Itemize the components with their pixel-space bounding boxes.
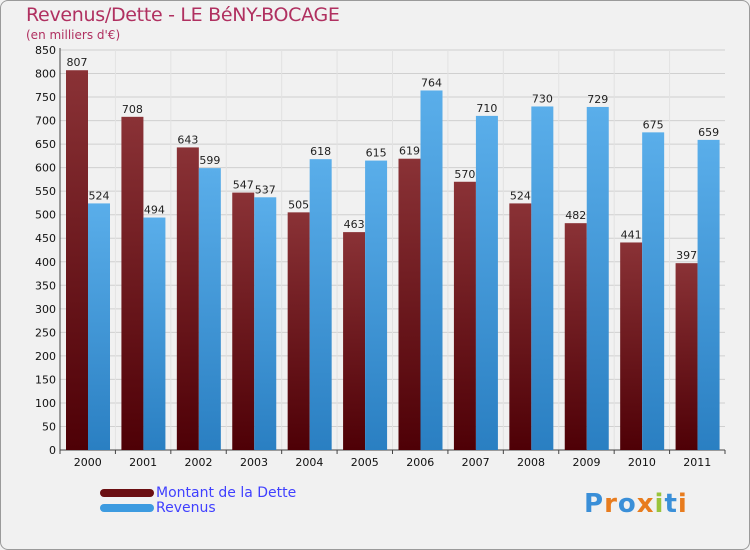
data-label-revenus: 659 bbox=[698, 126, 719, 139]
y-tick-label: 150 bbox=[35, 373, 56, 386]
bar-dette bbox=[287, 212, 310, 450]
y-tick-label: 750 bbox=[35, 91, 56, 104]
data-label-revenus: 764 bbox=[421, 76, 442, 89]
bar-dette bbox=[232, 192, 255, 450]
bar-dette bbox=[343, 232, 366, 450]
y-tick-label: 650 bbox=[35, 138, 56, 151]
x-tick-label: 2007 bbox=[462, 456, 490, 469]
x-tick-label: 2000 bbox=[74, 456, 102, 469]
data-label-dette: 505 bbox=[288, 198, 309, 211]
bar-dette bbox=[121, 116, 144, 450]
bar-dette bbox=[453, 181, 476, 450]
bar-revenus bbox=[365, 160, 388, 450]
bar-dette bbox=[620, 242, 643, 450]
data-label-dette: 482 bbox=[565, 209, 586, 222]
legend-label-dette: Montant de la Dette bbox=[156, 485, 297, 501]
chart-subtitle: (en milliers d'€) bbox=[26, 28, 121, 42]
y-tick-label: 300 bbox=[35, 303, 56, 316]
data-label-revenus: 615 bbox=[366, 147, 387, 160]
bar-revenus bbox=[309, 159, 332, 451]
x-tick-label: 2011 bbox=[683, 456, 711, 469]
proxiti-logo: Proxiti bbox=[584, 489, 688, 519]
bar-revenus bbox=[642, 132, 665, 450]
x-tick-label: 2008 bbox=[517, 456, 545, 469]
logo-letter: P bbox=[584, 489, 605, 519]
data-label-dette: 463 bbox=[344, 218, 365, 231]
logo-letter: i bbox=[677, 489, 688, 519]
data-label-dette: 708 bbox=[122, 103, 143, 116]
bar-revenus bbox=[254, 197, 277, 450]
data-label-dette: 643 bbox=[177, 133, 198, 146]
data-label-revenus: 494 bbox=[144, 204, 165, 217]
y-tick-label: 450 bbox=[35, 232, 56, 245]
bar-revenus bbox=[420, 90, 443, 451]
bar-revenus bbox=[531, 106, 554, 451]
bar-revenus bbox=[586, 106, 609, 451]
bar-dette bbox=[176, 147, 199, 451]
chart-title: Revenus/Dette - LE BéNY-BOCAGE bbox=[26, 4, 340, 26]
data-label-revenus: 618 bbox=[310, 145, 331, 158]
logo-letter: t bbox=[664, 489, 678, 519]
logo-letter: o bbox=[617, 489, 637, 519]
bar-dette bbox=[564, 223, 587, 450]
bar-revenus bbox=[697, 139, 720, 450]
data-label-dette: 619 bbox=[399, 145, 420, 158]
bar-dette bbox=[398, 158, 421, 451]
bars bbox=[66, 70, 720, 451]
data-label-revenus: 729 bbox=[587, 93, 608, 106]
x-tick-label: 2004 bbox=[295, 456, 323, 469]
bar-dette bbox=[675, 263, 698, 450]
y-tick-label: 800 bbox=[35, 68, 56, 81]
data-label-dette: 547 bbox=[233, 179, 254, 192]
y-tick-label: 550 bbox=[35, 185, 56, 198]
x-tick-label: 2010 bbox=[628, 456, 656, 469]
bar-revenus bbox=[88, 203, 110, 450]
logo-letter: i bbox=[654, 489, 665, 519]
y-tick-label: 200 bbox=[35, 350, 56, 363]
bar-revenus bbox=[198, 168, 221, 450]
data-label-revenus: 730 bbox=[532, 92, 553, 105]
y-tick-label: 400 bbox=[35, 256, 56, 269]
legend-swatch-revenus bbox=[100, 504, 154, 512]
data-label-dette: 441 bbox=[621, 228, 642, 241]
data-label-revenus: 675 bbox=[643, 118, 664, 131]
data-label-dette: 397 bbox=[676, 249, 697, 262]
x-tick-label: 2009 bbox=[572, 456, 600, 469]
legend-label-revenus: Revenus bbox=[156, 500, 216, 516]
legend-swatch-dette bbox=[100, 489, 154, 497]
data-label-revenus: 710 bbox=[476, 102, 497, 115]
y-tick-label: 500 bbox=[35, 209, 56, 222]
x-tick-label: 2006 bbox=[406, 456, 434, 469]
data-label-dette: 807 bbox=[67, 56, 88, 69]
bar-dette bbox=[509, 203, 532, 450]
x-tick-label: 2005 bbox=[351, 456, 379, 469]
logo-letter: x bbox=[636, 489, 655, 519]
y-tick-label: 0 bbox=[49, 444, 56, 457]
logo-letter: r bbox=[604, 489, 618, 519]
y-tick-label: 100 bbox=[35, 397, 56, 410]
y-tick-label: 350 bbox=[35, 279, 56, 292]
y-tick-label: 600 bbox=[35, 162, 56, 175]
x-tick-label: 2003 bbox=[240, 456, 268, 469]
bar-dette bbox=[66, 70, 88, 450]
bar-revenus bbox=[475, 115, 498, 450]
data-label-revenus: 599 bbox=[199, 154, 220, 167]
y-tick-label: 700 bbox=[35, 115, 56, 128]
grid-lines bbox=[60, 49, 725, 451]
bar-revenus bbox=[143, 217, 166, 450]
x-tick-label: 2001 bbox=[129, 456, 157, 469]
data-label-revenus: 537 bbox=[255, 183, 276, 196]
x-tick-label: 2002 bbox=[185, 456, 213, 469]
data-label-revenus: 524 bbox=[89, 189, 110, 202]
y-tick-label: 850 bbox=[35, 44, 56, 57]
y-tick-label: 250 bbox=[35, 326, 56, 339]
data-label-dette: 570 bbox=[454, 168, 475, 181]
y-tick-label: 50 bbox=[42, 420, 56, 433]
data-label-dette: 524 bbox=[510, 189, 531, 202]
axes: 0 50 100 150 200 250 300 350 400 450 500 550 600 650 7… bbox=[35, 44, 726, 469]
